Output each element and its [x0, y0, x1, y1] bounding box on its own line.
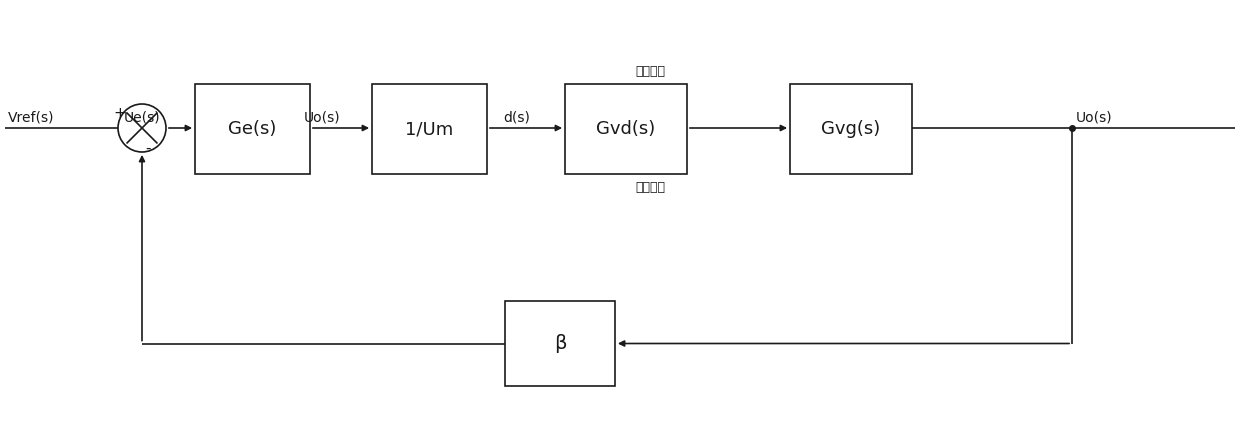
Circle shape: [118, 104, 166, 152]
Text: +: +: [114, 106, 126, 120]
Text: 轸波输出: 轸波输出: [635, 65, 665, 78]
Text: Uo(s): Uo(s): [1076, 110, 1112, 124]
Text: 全桥输入: 全桥输入: [635, 181, 665, 194]
Text: -: -: [145, 140, 151, 156]
Bar: [372, 84, 487, 174]
Text: Gvd(s): Gvd(s): [596, 120, 656, 138]
Text: Ge(s): Ge(s): [228, 120, 277, 138]
Text: β: β: [554, 334, 567, 353]
Bar: [565, 84, 687, 174]
Bar: [505, 301, 615, 386]
Text: Vref(s): Vref(s): [7, 110, 55, 124]
Text: Ue(s): Ue(s): [124, 110, 160, 124]
Bar: [790, 84, 911, 174]
Bar: [195, 84, 310, 174]
Text: Uo(s): Uo(s): [304, 110, 340, 124]
Text: d(s): d(s): [503, 110, 529, 124]
Text: Gvg(s): Gvg(s): [821, 120, 880, 138]
Text: 1/Um: 1/Um: [405, 120, 454, 138]
